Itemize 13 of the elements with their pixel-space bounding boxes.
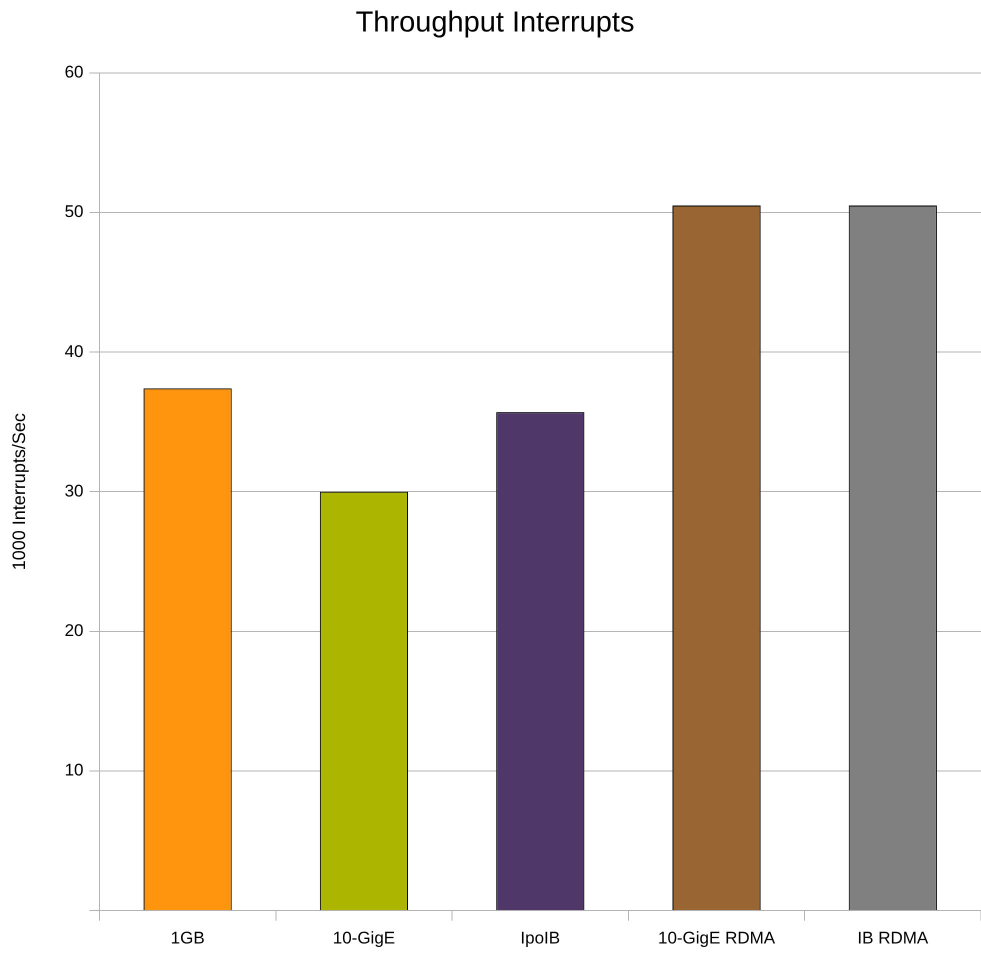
- y-tick-label: 40: [64, 342, 84, 361]
- y-tick-label: 30: [64, 481, 84, 500]
- x-tick-label: 1GB: [170, 928, 205, 948]
- chart-title: Throughput Interrupts: [356, 6, 634, 38]
- x-tick-label: 10-GigE RDMA: [658, 928, 776, 948]
- x-tick-label: 10-GigE: [332, 928, 396, 948]
- y-tick-label: 50: [64, 202, 84, 222]
- x-tick-label: IpoIB: [520, 928, 560, 948]
- y-axis-title: 1000 Interrupts/Sec: [8, 413, 29, 570]
- y-tick-label: 20: [64, 621, 84, 640]
- y-tick-label: 60: [64, 62, 84, 82]
- y-tick-label: 10: [64, 760, 84, 780]
- x-tick-label: IB RDMA: [857, 928, 929, 948]
